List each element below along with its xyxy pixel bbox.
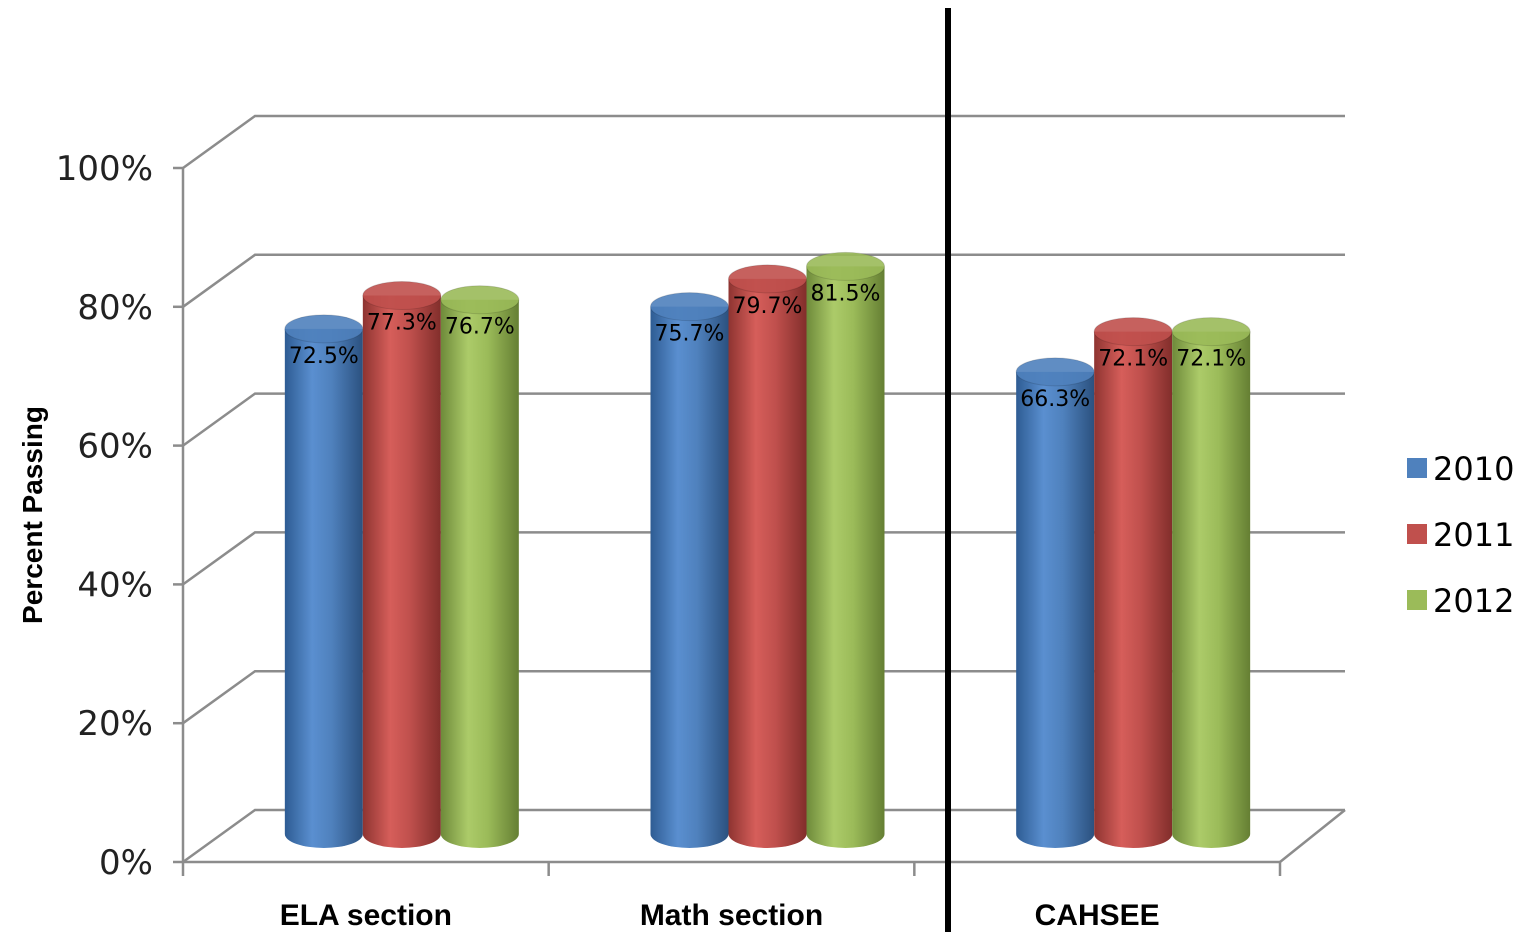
bar-2012-0 <box>440 285 520 848</box>
bars-layer <box>284 251 1251 849</box>
gridline <box>182 808 1345 864</box>
bar-2011-1 <box>728 264 807 849</box>
floor-edge <box>1279 809 1346 863</box>
legend-swatch <box>1407 524 1427 544</box>
y-tick-label: 40% <box>77 565 153 605</box>
data-label: 76.7% <box>445 315 515 340</box>
x-category-label: CAHSEE <box>1035 899 1160 932</box>
data-label: 75.7% <box>655 322 725 347</box>
legend: 2010 2011 2012 <box>1407 450 1514 620</box>
data-label: 81.5% <box>811 281 881 306</box>
gridline <box>182 114 1345 170</box>
y-tick-label: 100% <box>56 149 153 189</box>
bar-2012-1 <box>806 251 885 848</box>
gridline <box>182 392 1345 447</box>
gridline <box>182 669 1345 725</box>
bar-2012-2 <box>1171 317 1251 848</box>
legend-swatch <box>1407 590 1427 610</box>
legend-label: 2010 <box>1433 450 1514 488</box>
data-labels-layer: 72.5% 77.3% 76.7% 75.7% 79.7% 81.5% 66.3% 72.1%… <box>289 281 1246 411</box>
axes-layer: 0% 20% 40% 60% 80% 100% ELA section Math sectio… <box>17 8 1282 932</box>
data-label: 72.5% <box>289 344 359 369</box>
y-tick-label: 0% <box>99 843 153 883</box>
gridline <box>182 253 1345 308</box>
bar-2011-2 <box>1093 317 1173 849</box>
legend-label: 2011 <box>1433 516 1514 554</box>
data-label: 66.3% <box>1020 387 1090 412</box>
data-label: 77.3% <box>367 311 437 336</box>
bar-2011-0 <box>362 281 442 849</box>
data-label: 79.7% <box>733 294 803 319</box>
legend-swatch <box>1407 458 1427 478</box>
data-label: 72.1% <box>1098 347 1168 372</box>
plot-background <box>182 114 1346 864</box>
y-tick-label: 60% <box>77 427 153 467</box>
y-tick-label: 20% <box>77 704 153 744</box>
x-category-label: Math section <box>640 899 823 932</box>
bar-2010-0 <box>284 314 364 849</box>
y-tick-label: 80% <box>77 288 153 328</box>
data-label: 72.1% <box>1176 347 1246 372</box>
x-category-label: ELA section <box>280 899 452 932</box>
bar-2010-1 <box>650 292 729 849</box>
gridline <box>182 531 1345 586</box>
y-axis-title: Percent Passing <box>17 406 48 624</box>
legend-label: 2012 <box>1433 582 1514 620</box>
bar-2010-2 <box>1015 357 1095 848</box>
